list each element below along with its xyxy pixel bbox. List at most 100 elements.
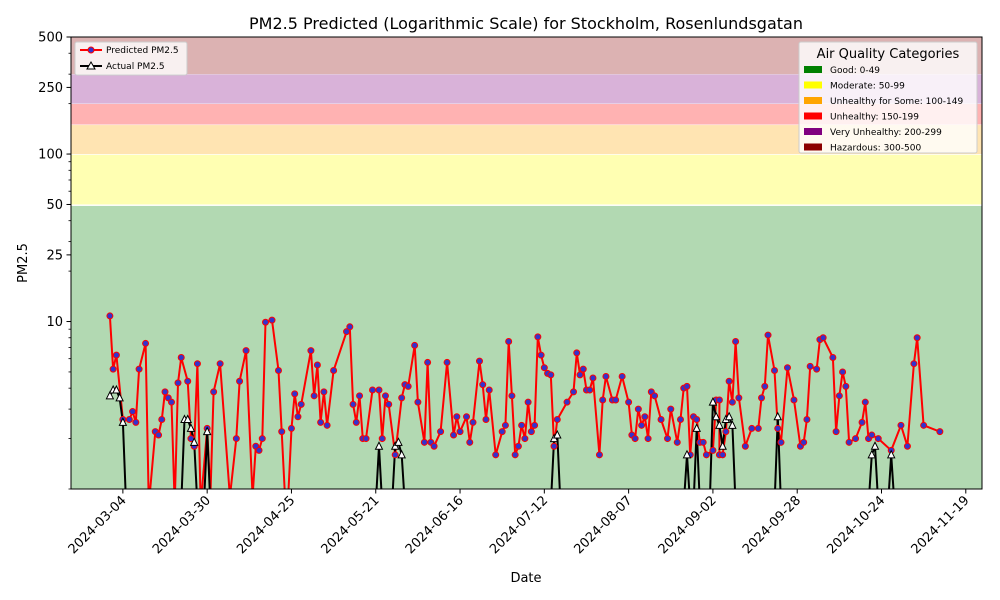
y-axis: 10 25 50 100 250 500 [38, 31, 71, 490]
x-tick-label: 2024-04-25 [234, 493, 298, 557]
predicted-point [774, 424, 782, 432]
actual-point [115, 392, 124, 402]
predicted-point [453, 413, 461, 421]
aqi-legend-label: Good: 0-49 [830, 66, 880, 76]
predicted-point [106, 312, 114, 320]
y-tick-label: 25 [46, 248, 63, 263]
predicted-point [242, 347, 250, 355]
actual-point [870, 441, 880, 450]
predicted-point [297, 400, 305, 408]
predicted-point [132, 418, 140, 426]
predicted-point [845, 438, 853, 446]
series-layer [105, 312, 944, 489]
x-tick-label: 2024-10-24 [824, 493, 888, 557]
predicted-point [125, 416, 133, 424]
actual-point [715, 420, 724, 429]
aqi-legend-swatch [804, 128, 822, 135]
predicted-point [829, 353, 837, 361]
predicted-point [375, 386, 383, 394]
predicted-point [741, 442, 749, 450]
x-tick-label: 2024-08-07 [571, 493, 635, 557]
predicted-point [323, 421, 331, 429]
predicted-point [835, 392, 843, 400]
x-tick-label: 2024-03-30 [150, 493, 214, 557]
predicted-point [790, 396, 798, 404]
predicted-point [783, 364, 791, 372]
actual-point [724, 411, 734, 421]
predicted-point [638, 421, 646, 429]
actual-point [183, 414, 193, 424]
predicted-point [874, 435, 882, 443]
y-tick-label: 250 [38, 81, 63, 96]
predicted-point [612, 396, 620, 404]
predicted-point [193, 360, 201, 368]
actual-point [186, 423, 196, 432]
predicted-point [232, 435, 240, 443]
y-axis-label: PM2.5 [16, 243, 31, 283]
predicted-point [715, 396, 723, 404]
predicted-point [524, 398, 532, 406]
predicted-point [709, 446, 717, 454]
predicted-point [343, 328, 351, 336]
predicted-point [651, 392, 659, 400]
predicted-point [531, 421, 539, 429]
predicted-point [861, 398, 869, 406]
x-tick-label: 2024-09-28 [740, 493, 804, 557]
actual-point [394, 437, 403, 446]
predicted-point [725, 377, 733, 385]
actual-point [708, 397, 718, 406]
predicted-point [644, 435, 652, 443]
predicted-point [469, 418, 477, 426]
predicted-point [735, 394, 743, 402]
predicted-point [832, 428, 840, 436]
plot-frame [70, 36, 983, 490]
aqi-legend: Air Quality Categories Good: 0-49 Moderat… [798, 41, 978, 154]
actual-point [189, 437, 199, 446]
predicted-point [813, 365, 821, 373]
actual-point [552, 429, 562, 439]
predicted-point [258, 435, 266, 443]
predicted-point [430, 442, 438, 450]
predicted-point [563, 398, 571, 406]
predicted-point [317, 418, 325, 426]
predicted-point [910, 360, 918, 368]
predicted-point [287, 424, 295, 432]
actual-point [692, 423, 702, 432]
y-tick-label: 100 [38, 148, 63, 163]
predicted-point [936, 428, 944, 436]
aqi-legend-box [798, 41, 978, 154]
actual-point [718, 441, 727, 450]
predicted-point [356, 392, 364, 400]
predicted-point [391, 451, 399, 459]
predicted-point [414, 398, 422, 406]
predicted-point [839, 368, 847, 376]
aqi-legend-swatch [804, 97, 822, 104]
predicted-point [595, 451, 603, 459]
predicted-point [168, 398, 176, 406]
actual-point [711, 411, 721, 421]
predicted-point [602, 372, 610, 380]
predicted-point [349, 400, 357, 408]
predicted-point [625, 398, 633, 406]
predicted-point [255, 446, 263, 454]
aqi-legend-swatch [804, 112, 822, 120]
predicted-point [216, 360, 224, 368]
predicted-point [482, 416, 490, 424]
predicted-point [278, 428, 286, 436]
legend-predicted-marker [87, 46, 95, 54]
y-tick-label: 10 [46, 315, 63, 330]
predicted-point [722, 428, 730, 436]
predicted-point [518, 421, 526, 429]
predicted-point [485, 386, 493, 394]
predicted-point [599, 396, 607, 404]
predicted-point [732, 337, 740, 345]
actual-point [202, 426, 212, 436]
x-axis: 2024-03-04 2024-03-30 2024-04-25 2024-05-21… [66, 489, 973, 557]
predicted-point [262, 318, 270, 326]
predicted-point [576, 371, 584, 379]
predicted-point [777, 438, 785, 446]
predicted-point [852, 435, 860, 443]
legend-actual-marker [86, 60, 96, 70]
predicted-point [618, 372, 626, 380]
